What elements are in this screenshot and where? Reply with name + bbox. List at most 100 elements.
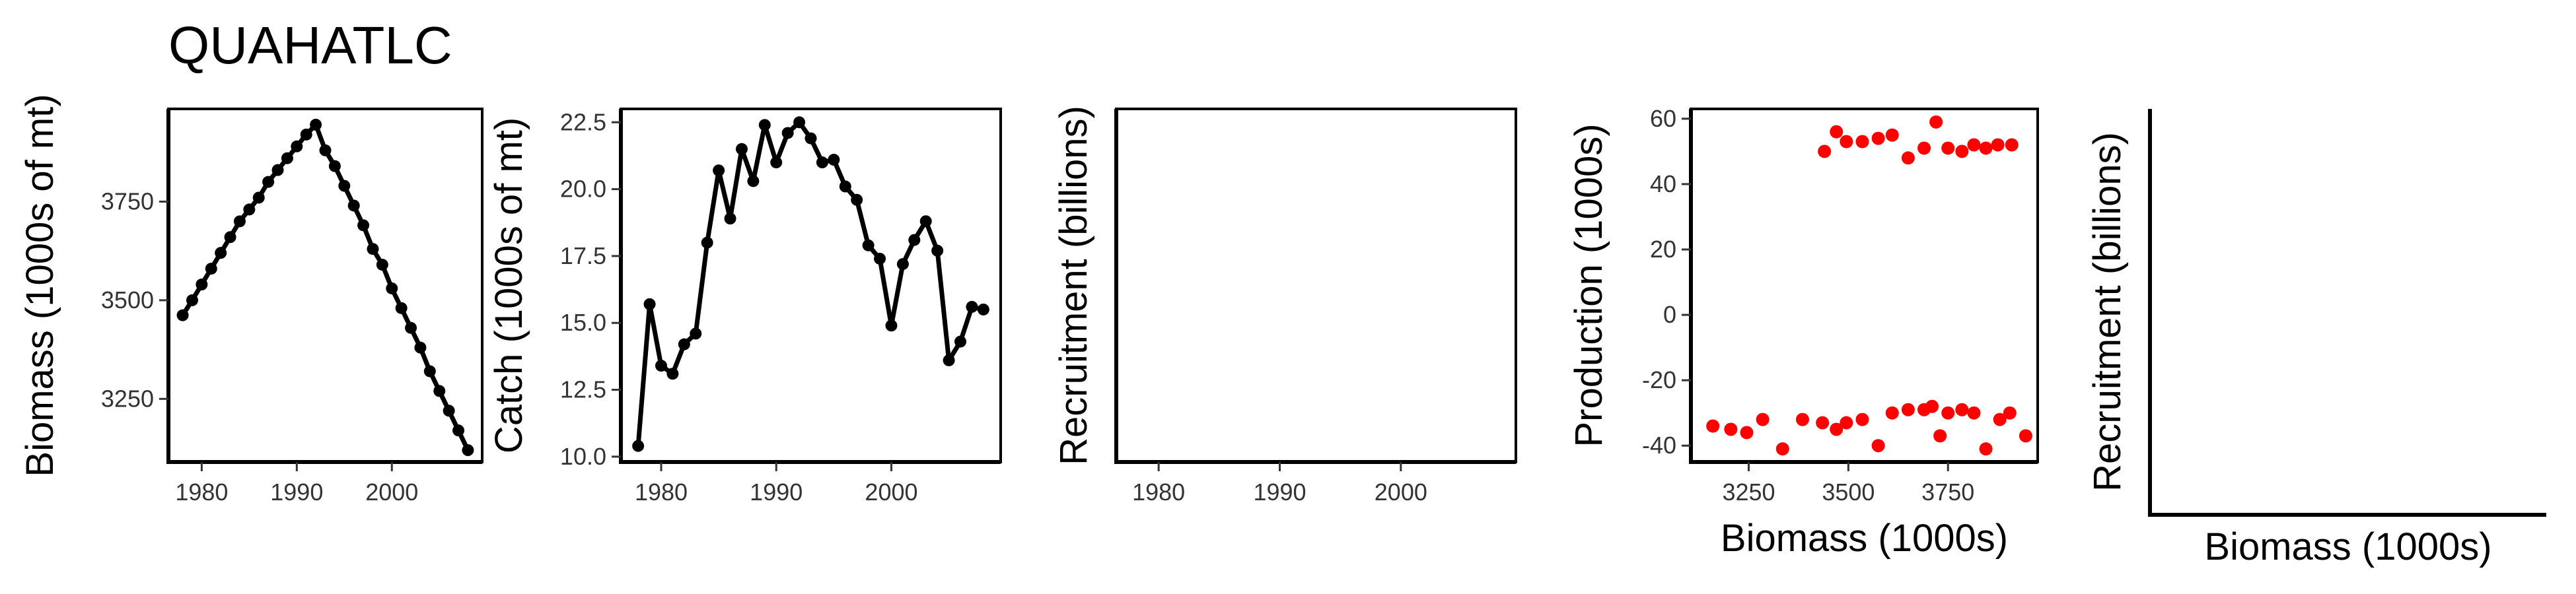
data-point bbox=[386, 282, 398, 294]
x-tick-label: 1990 bbox=[750, 478, 803, 506]
data-point bbox=[2003, 406, 2017, 420]
data-point bbox=[643, 298, 656, 310]
y-axis-label: Biomass (1000s of mt) bbox=[18, 94, 61, 477]
y-tick-label: 20 bbox=[1650, 236, 1676, 263]
data-point bbox=[1795, 412, 1809, 426]
data-point bbox=[262, 176, 275, 188]
data-point bbox=[376, 259, 388, 271]
data-point bbox=[793, 116, 806, 129]
data-point bbox=[816, 156, 828, 169]
data-point bbox=[919, 215, 932, 228]
data-point bbox=[405, 321, 417, 334]
y-tick-label: 15.0 bbox=[560, 309, 606, 336]
data-point bbox=[1706, 419, 1720, 433]
y-tick-label: -20 bbox=[1642, 366, 1676, 393]
data-point bbox=[1901, 151, 1915, 165]
data-point bbox=[1925, 399, 1939, 413]
y-tick-label: 3250 bbox=[101, 385, 154, 412]
data-point bbox=[1756, 412, 1770, 426]
data-point bbox=[310, 118, 322, 131]
data-point bbox=[1885, 128, 1899, 142]
data-point bbox=[1871, 439, 1885, 453]
y-tick-label: 3500 bbox=[101, 286, 154, 314]
data-point bbox=[862, 239, 875, 251]
y-axis-label: Recruitment (billions) bbox=[1052, 106, 1095, 465]
data-point bbox=[2005, 138, 2019, 152]
data-point bbox=[943, 354, 955, 366]
figure-title: QUAHATLC bbox=[168, 16, 452, 75]
data-point bbox=[233, 215, 246, 228]
data-point bbox=[1830, 422, 1843, 436]
data-point bbox=[977, 303, 989, 315]
x-tick-label: 1980 bbox=[1132, 478, 1185, 506]
y-tick-label: 40 bbox=[1650, 170, 1676, 197]
data-point bbox=[367, 243, 379, 255]
data-point bbox=[1724, 422, 1738, 436]
data-point bbox=[781, 127, 794, 139]
data-point bbox=[205, 263, 217, 275]
data-point bbox=[452, 424, 465, 437]
data-point bbox=[1979, 141, 1993, 155]
y-tick-label: 20.0 bbox=[560, 176, 606, 203]
data-point bbox=[2019, 429, 2032, 443]
data-point bbox=[215, 247, 227, 259]
data-point bbox=[724, 213, 736, 225]
data-point bbox=[338, 180, 351, 192]
data-point bbox=[839, 180, 851, 193]
x-tick-label: 1980 bbox=[635, 478, 688, 506]
data-point bbox=[1929, 115, 1943, 129]
y-tick-label: 3750 bbox=[101, 187, 154, 214]
data-point bbox=[954, 335, 967, 348]
chart-panel-biomass: 1980 1990 2000 3250 3500 3750 Biomass (1000s o… bbox=[18, 94, 483, 506]
y-tick-label: 10.0 bbox=[560, 443, 606, 470]
x-tick-label: 3250 bbox=[1722, 478, 1775, 506]
data-point bbox=[1775, 442, 1789, 456]
chart-panel-recruitment: 1980 1990 2000 Recruitment (billions) bbox=[1052, 106, 1517, 506]
data-point bbox=[1740, 426, 1754, 440]
chart-panel-catch: 1980 1990 2000 10.0 12.5 15.0 17.5 20.0 22.5 Catc… bbox=[487, 108, 1002, 506]
data-point bbox=[433, 385, 446, 397]
data-point bbox=[196, 279, 208, 291]
x-tick-label: 3750 bbox=[1921, 478, 1974, 506]
data-point bbox=[423, 365, 436, 378]
data-point bbox=[678, 338, 690, 350]
data-point bbox=[176, 309, 189, 321]
data-point bbox=[252, 191, 265, 204]
data-point bbox=[1991, 138, 2005, 152]
data-point bbox=[1955, 403, 1969, 416]
chart-panel-stock-recruitment: Recruitment (billions) Biomass (1000s) bbox=[2086, 109, 2546, 568]
data-point bbox=[1979, 442, 1993, 456]
y-axis-label: Recruitment (billions) bbox=[2086, 132, 2129, 492]
x-tick-label: 3500 bbox=[1822, 478, 1875, 506]
data-point bbox=[1941, 141, 1955, 155]
data-point bbox=[666, 368, 679, 380]
x-axis-label: Biomass (1000s) bbox=[2204, 525, 2491, 568]
data-point bbox=[1855, 135, 1869, 148]
data-point bbox=[713, 164, 725, 177]
y-tick-label: 12.5 bbox=[560, 376, 606, 403]
data-point bbox=[443, 405, 455, 417]
data-point bbox=[300, 128, 312, 141]
data-point bbox=[758, 119, 771, 131]
data-point bbox=[1840, 135, 1853, 148]
data-point bbox=[1816, 416, 1830, 430]
x-tick-label: 1980 bbox=[175, 478, 228, 506]
data-point bbox=[1933, 429, 1947, 443]
data-point bbox=[828, 154, 840, 166]
data-point bbox=[1871, 131, 1885, 145]
data-point bbox=[271, 164, 284, 176]
x-tick-label: 1990 bbox=[270, 478, 323, 506]
data-point bbox=[1901, 403, 1915, 416]
x-tick-label: 1990 bbox=[1253, 478, 1306, 506]
data-point bbox=[1967, 406, 1981, 420]
data-point bbox=[1830, 125, 1843, 139]
data-point bbox=[319, 144, 332, 156]
data-point bbox=[874, 252, 886, 265]
data-point bbox=[224, 231, 236, 244]
data-point bbox=[1818, 145, 1832, 158]
data-point bbox=[1885, 406, 1899, 420]
data-point bbox=[632, 440, 645, 452]
data-point bbox=[1840, 416, 1853, 430]
data-point bbox=[1855, 412, 1869, 426]
data-point bbox=[186, 294, 198, 306]
